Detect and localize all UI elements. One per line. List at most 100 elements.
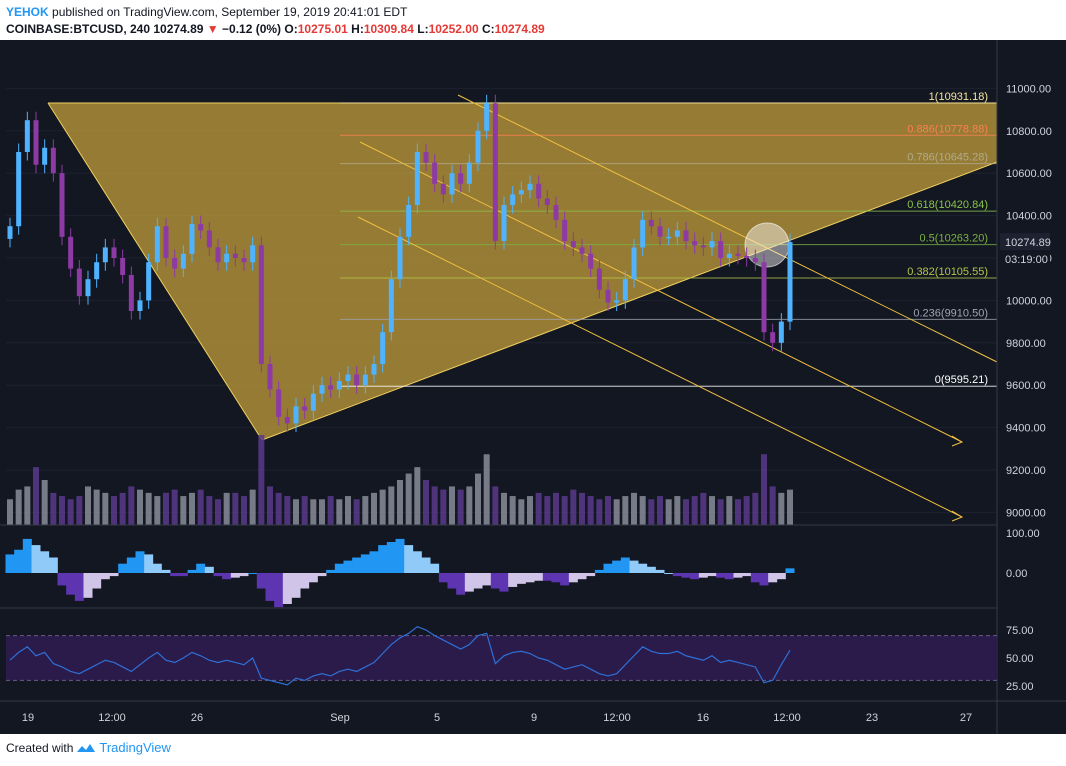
volume-bar: [613, 499, 620, 525]
momentum-bar: [785, 568, 795, 573]
candle-body: [241, 258, 247, 263]
candle-body: [492, 103, 498, 242]
momentum-bar: [768, 573, 778, 583]
candle-body: [7, 226, 13, 239]
author-name[interactable]: YEHOK: [6, 5, 49, 19]
momentum-bar: [490, 573, 500, 589]
volume-bar: [371, 492, 377, 525]
momentum-bar: [508, 573, 518, 587]
momentum-bar: [716, 573, 726, 578]
momentum-bar: [48, 557, 58, 573]
volume-bar: [215, 499, 221, 525]
momentum-bar: [594, 569, 604, 573]
open-key: O:: [284, 22, 298, 36]
momentum-bar: [690, 573, 700, 580]
volume-bar: [7, 499, 13, 525]
channel-arrow-head: [951, 510, 964, 522]
candle-body: [293, 406, 299, 424]
momentum-bar: [707, 573, 717, 577]
candle-body: [666, 236, 672, 239]
candle-body: [24, 120, 30, 152]
rsi-pane: 75.00 50.00 25.00: [0, 607, 1034, 693]
candle-body: [406, 205, 412, 237]
volume-bar: [561, 496, 568, 525]
momentum-bar: [698, 573, 708, 578]
momentum-bar: [204, 566, 214, 573]
momentum-bar: [352, 557, 362, 573]
momentum-bar: [776, 573, 786, 580]
candle-body: [354, 374, 360, 386]
momentum-bar: [603, 563, 613, 573]
candle-body: [198, 224, 204, 231]
volume-bar: [761, 454, 767, 525]
triangle-bottom-edge: [261, 161, 998, 441]
momentum-bar: [126, 557, 136, 573]
candle-body: [397, 236, 403, 280]
momentum-bar: [256, 573, 266, 589]
momentum-bar: [230, 573, 240, 578]
momentum-bar: [447, 573, 457, 589]
momentum-bar: [196, 563, 206, 573]
momentum-bar: [92, 573, 102, 589]
momentum-bar: [404, 545, 414, 573]
candle-body: [224, 253, 230, 263]
time-tick-label: 5: [434, 712, 440, 724]
volume-bar: [137, 489, 143, 525]
candle-body: [510, 194, 516, 205]
volume-bar: [397, 480, 403, 525]
candle-body: [475, 130, 481, 163]
price-axis[interactable]: 11000.0010800.0010600.0010400.0010200.00…: [996, 40, 1052, 734]
momentum-bar: [577, 573, 587, 580]
volume-bar: [527, 496, 533, 525]
volume-bar: [223, 492, 230, 525]
candle-body: [189, 224, 195, 254]
candle-body: [466, 162, 472, 184]
momentum-bar: [239, 573, 249, 577]
momentum-bar: [412, 551, 422, 573]
candle-body: [588, 253, 594, 269]
chart-canvas[interactable]: 1(10931.18) 0.886(10778.88) 0.786(10645.28…: [0, 40, 1066, 734]
volume-bar: [639, 496, 646, 525]
volume-bar: [93, 489, 100, 525]
momentum-bar: [22, 538, 32, 573]
volume-bar: [41, 480, 48, 525]
time-axis[interactable]: 19 12:00 26 Sep 5 9 12:00 16 12:00 23 27: [0, 700, 1066, 724]
momentum-bar: [222, 573, 232, 580]
momentum-bar: [473, 573, 483, 589]
candle-body: [518, 190, 524, 195]
symbol-name[interactable]: COINBASE:BTCUSD, 240: [6, 22, 151, 36]
momentum-bar: [421, 557, 431, 573]
momentum-bar: [152, 563, 162, 573]
fib-label: 0(9595.21): [935, 374, 988, 386]
candles: [7, 94, 793, 432]
candle-body: [449, 173, 455, 195]
candle-body: [68, 236, 74, 269]
price-tick-label: 9400.00: [1006, 423, 1046, 435]
candle-body: [50, 147, 56, 174]
channel-arrow-head: [951, 435, 964, 447]
momentum-bar: [14, 549, 24, 573]
candle-body: [414, 152, 420, 205]
volume-bar: [483, 454, 490, 525]
volume-bar: [189, 492, 195, 525]
candle-body: [302, 406, 308, 411]
price-tick-label: 9800.00: [1006, 338, 1046, 350]
volume-bar: [466, 486, 473, 525]
volume-bar: [535, 492, 542, 525]
tradingview-brand[interactable]: TradingView: [99, 740, 171, 755]
last-price-tag: [1000, 233, 1050, 251]
volume-bar: [249, 489, 256, 525]
candle-body: [570, 241, 576, 248]
time-tick-label: 27: [960, 712, 972, 724]
volume-bar: [423, 480, 429, 525]
candle-body: [787, 242, 793, 322]
candle-body: [553, 205, 559, 220]
momentum-bar: [386, 542, 396, 573]
momentum-bar: [456, 573, 466, 595]
momentum-bar: [40, 551, 50, 573]
volume-bar: [475, 473, 481, 525]
momentum-bar: [161, 569, 171, 573]
candle-body: [180, 253, 186, 269]
candle-body: [674, 230, 680, 237]
momentum-bar: [369, 551, 379, 573]
